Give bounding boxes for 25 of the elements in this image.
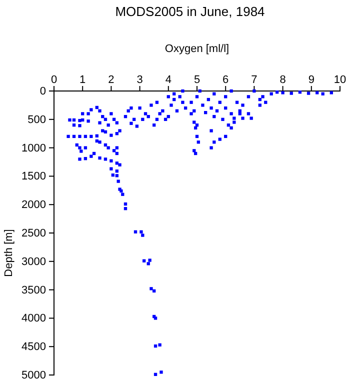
- x-tick-label: 8: [280, 74, 286, 86]
- chart-title: MODS2005 in June, 1984: [115, 4, 265, 19]
- x-axis-title: Oxygen [ml/l]: [164, 43, 230, 55]
- y-tick-label: 3500: [22, 284, 46, 296]
- x-tick-label: 6: [222, 74, 229, 86]
- x-tick-label: 5: [194, 74, 200, 86]
- x-tick-label: 9: [308, 74, 314, 86]
- y-tick-label: 5000: [22, 370, 46, 382]
- x-tick-label: 7: [251, 74, 258, 86]
- y-tick-label: 3000: [22, 256, 46, 268]
- y-tick-label: 4000: [22, 312, 46, 325]
- y-tick-label: 1000: [22, 142, 46, 154]
- x-tick-label: 0: [50, 74, 58, 86]
- y-axis-title: Depth [m]: [3, 229, 15, 277]
- x-tick-label: 1: [80, 74, 86, 86]
- y-tick-label: 2000: [22, 199, 46, 212]
- y-tick-label: 4500: [22, 341, 46, 354]
- x-tick-label: 10: [334, 74, 346, 86]
- y-tick-label: 0: [40, 86, 46, 98]
- x-tick-label: 3: [136, 74, 143, 86]
- x-tick-label: 2: [108, 74, 114, 86]
- y-tick-label: 2500: [22, 228, 46, 240]
- y-tick-label: 500: [28, 114, 46, 126]
- x-tick-label: 4: [165, 74, 172, 86]
- y-tick-label: 1500: [22, 170, 46, 183]
